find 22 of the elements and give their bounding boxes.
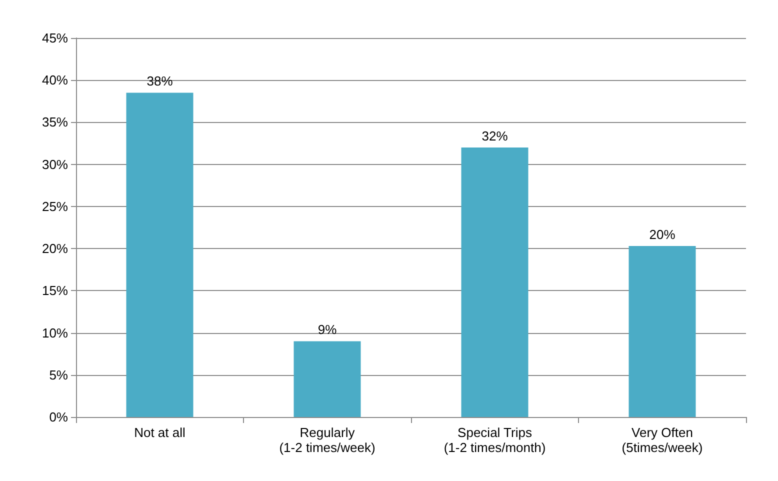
y-tick-label: 40% <box>42 72 68 88</box>
y-tick-label: 30% <box>42 156 68 172</box>
bar <box>628 246 696 417</box>
bar <box>294 341 361 417</box>
x-tick-label: Not at all <box>134 425 186 440</box>
x-tick-label: Very Often (5times/week) <box>622 425 703 455</box>
data-label: 32% <box>482 128 508 144</box>
y-tick-label: 0% <box>49 410 68 424</box>
data-label: 9% <box>318 322 338 338</box>
bar <box>461 147 528 417</box>
y-tick-label: 5% <box>49 367 68 382</box>
x-tick-label: Special Trips (1-2 times/month) <box>444 425 546 455</box>
data-label: 20% <box>649 227 676 242</box>
y-tick-label: 10% <box>42 325 68 340</box>
y-tick-label: 45% <box>42 30 68 46</box>
y-tick-label: 20% <box>42 241 68 256</box>
y-tick-label: 35% <box>42 114 68 130</box>
y-tick-label: 15% <box>42 283 68 298</box>
x-tick-label: Regularly (1-2 times/week) <box>279 425 376 455</box>
bar <box>126 92 194 417</box>
data-label: 38% <box>146 74 174 89</box>
y-tick-label: 25% <box>42 198 68 214</box>
